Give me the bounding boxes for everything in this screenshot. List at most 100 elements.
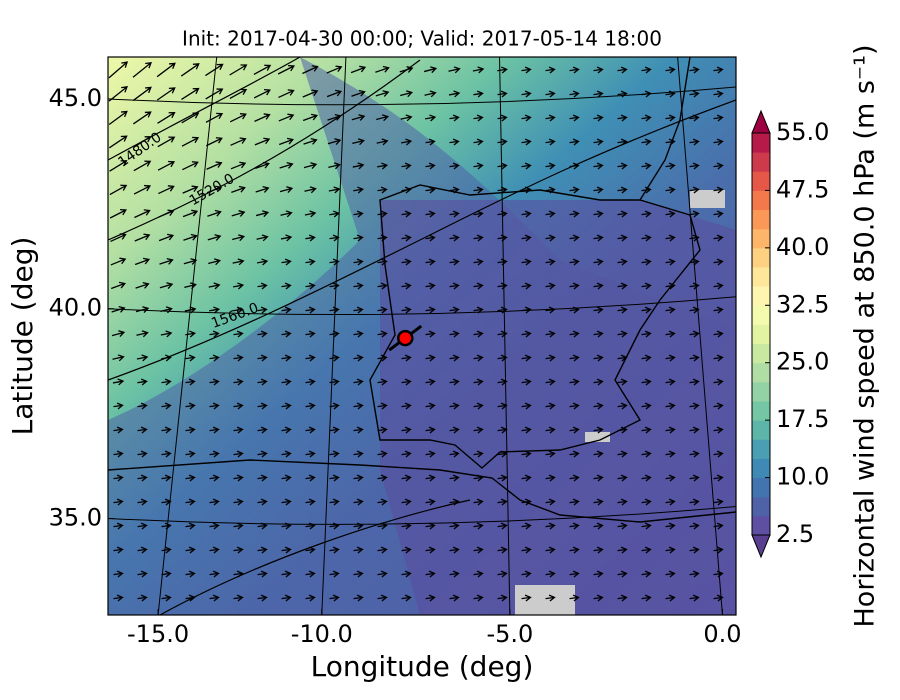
- wind-arrow: [569, 90, 580, 98]
- wind-arrow: [713, 186, 724, 194]
- site-marker: [397, 329, 414, 347]
- wind-arrow: [281, 306, 292, 314]
- wind-arrow: [233, 354, 244, 362]
- wind-arrow: [132, 61, 152, 78]
- wind-arrow: [133, 136, 152, 148]
- wind-arrow: [377, 378, 388, 386]
- wind-arrow: [593, 426, 604, 434]
- wind-arrow: [280, 210, 293, 218]
- wind-arrow: [641, 210, 652, 218]
- wind-arrow: [329, 378, 340, 386]
- wind-arrow: [569, 498, 580, 506]
- wind-arrow: [689, 354, 700, 362]
- wind-arrow: [689, 138, 700, 146]
- wind-arrow: [449, 498, 460, 506]
- wind-arrow: [305, 474, 316, 482]
- wind-arrow: [521, 378, 532, 386]
- wind-arrow: [113, 426, 124, 434]
- wind-arrow: [449, 210, 460, 218]
- wind-arrow: [713, 402, 724, 410]
- coastline: [369, 184, 701, 469]
- wind-arrow: [377, 426, 388, 434]
- wind-arrow: [156, 87, 176, 101]
- wind-arrow: [521, 450, 532, 458]
- wind-arrow: [353, 450, 364, 458]
- wind-arrow: [278, 137, 294, 146]
- wind-arrow: [545, 354, 556, 362]
- wind-arrow: [134, 257, 151, 266]
- wind-arrow: [617, 234, 628, 242]
- wind-arrow: [183, 258, 198, 265]
- wind-arrow: [401, 186, 412, 194]
- wind-arrow: [400, 90, 414, 98]
- wind-arrow: [641, 426, 652, 434]
- wind-arrow: [593, 90, 604, 98]
- wind-arrow: [449, 378, 460, 386]
- wind-arrow: [593, 258, 604, 266]
- wind-arrow: [425, 570, 436, 578]
- wind-arrow: [109, 160, 128, 172]
- wind-arrow: [305, 354, 316, 362]
- wind-arrow: [205, 63, 224, 77]
- wind-arrow: [713, 162, 724, 170]
- wind-arrow: [353, 570, 364, 578]
- wind-arrow: [205, 137, 223, 147]
- colorbar-band: [752, 420, 770, 440]
- wind-arrow: [377, 474, 388, 482]
- colorbar-band: [752, 267, 770, 287]
- wind-arrow: [353, 378, 364, 386]
- colorbar-label: Horizontal wind speed at 850.0 hPa (m s⁻…: [850, 44, 881, 627]
- wind-arrow: [665, 306, 676, 314]
- wind-arrow: [281, 330, 292, 338]
- wind-arrow: [353, 546, 364, 554]
- colorbar-tick-label: 2.5: [776, 520, 814, 548]
- wind-arrow: [158, 209, 175, 218]
- wind-arrow: [449, 258, 460, 266]
- wind-arrow: [521, 570, 532, 578]
- wind-arrow: [521, 66, 532, 74]
- wind-arrow: [713, 354, 724, 362]
- wind-arrow: [328, 162, 341, 170]
- wind-arrow: [665, 162, 676, 170]
- wind-arrow: [133, 160, 152, 172]
- wind-arrow: [185, 330, 196, 338]
- wind-arrow: [617, 354, 628, 362]
- wind-arrow: [521, 138, 532, 146]
- wind-arrow: [665, 66, 676, 74]
- wind-arrow: [281, 426, 292, 434]
- wind-arrow: [161, 546, 172, 554]
- wind-arrow: [208, 258, 221, 266]
- wind-arrow: [180, 63, 200, 77]
- wind-arrow: [353, 498, 364, 506]
- wind-arrow: [617, 522, 628, 530]
- wind-arrow: [401, 450, 412, 458]
- wind-arrow: [326, 89, 343, 98]
- x-tick-label: -5.0: [486, 620, 533, 648]
- wind-arrow: [377, 186, 388, 194]
- wind-arrow: [305, 378, 316, 386]
- wind-arrow: [110, 257, 127, 266]
- wind-arrow: [593, 450, 604, 458]
- wind-arrow: [617, 162, 628, 170]
- wind-arrow: [113, 570, 124, 578]
- wind-arrow: [425, 210, 436, 218]
- wind-arrow: [449, 450, 460, 458]
- colorbar-band: [752, 171, 770, 191]
- wind-arrow: [641, 234, 652, 242]
- wind-arrow: [497, 594, 508, 602]
- wind-arrow: [257, 546, 268, 554]
- wind-arrow: [205, 112, 224, 123]
- wind-arrow: [257, 354, 268, 362]
- wind-arrow: [545, 282, 556, 290]
- wind-arrow: [185, 594, 196, 602]
- wind-arrow: [209, 450, 220, 458]
- wind-arrow: [108, 110, 128, 125]
- wind-arrow: [641, 354, 652, 362]
- wind-arrow: [161, 402, 172, 410]
- wind-arrow: [665, 114, 676, 122]
- wind-arrow: [713, 306, 724, 314]
- wind-arrow: [255, 161, 270, 170]
- wind-arrow: [305, 570, 316, 578]
- wind-arrow: [689, 522, 700, 530]
- wind-arrow: [545, 210, 556, 218]
